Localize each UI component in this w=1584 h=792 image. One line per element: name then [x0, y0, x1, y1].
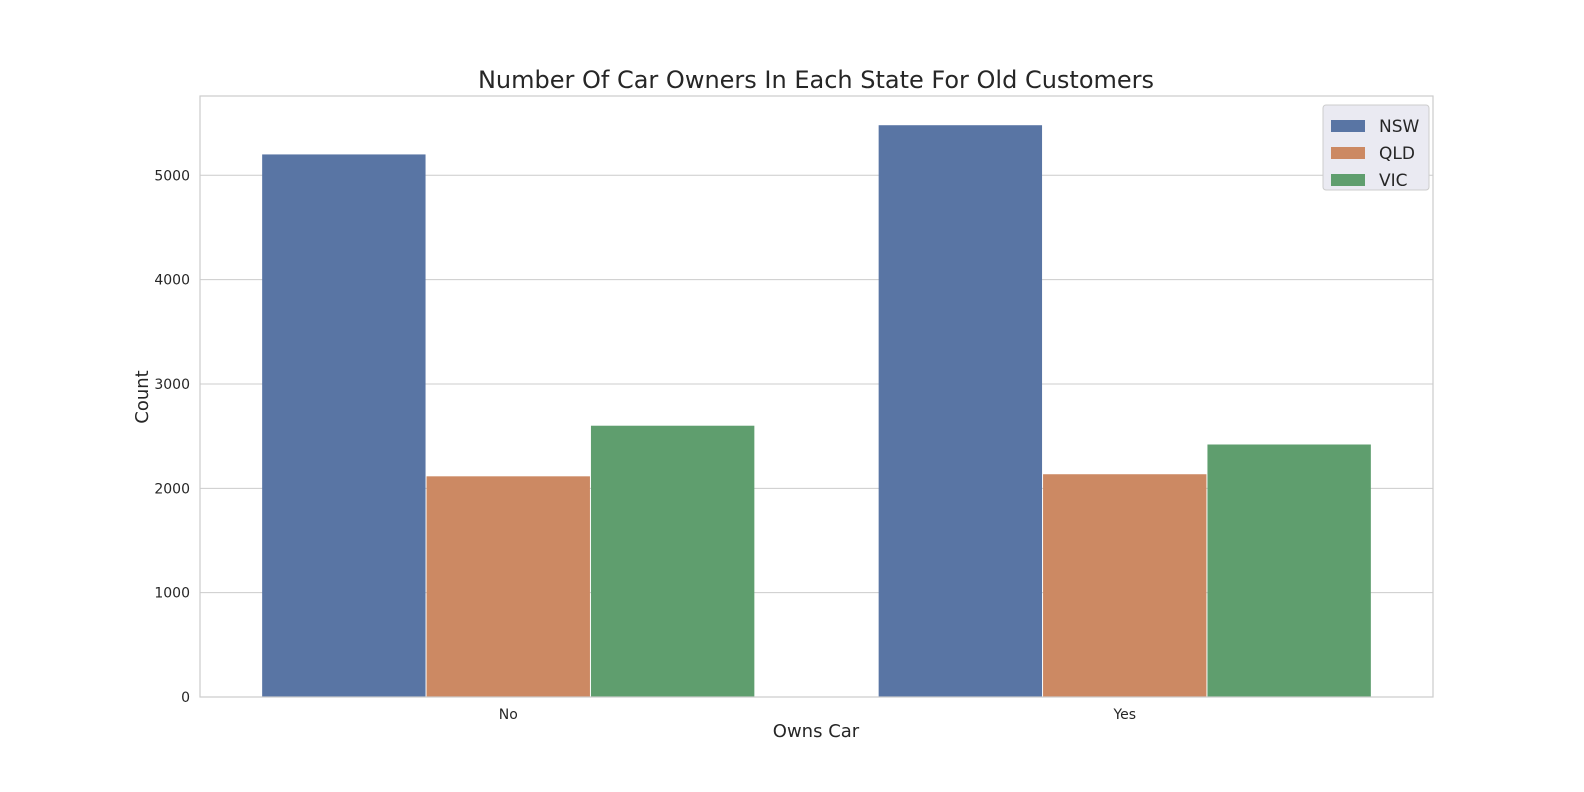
- y-tick-label: 4000: [154, 273, 190, 289]
- bar-vic-yes: [1207, 444, 1371, 697]
- y-tick-label: 5000: [154, 168, 190, 184]
- y-tick-label: 3000: [154, 377, 190, 393]
- plot-frame: [199, 95, 1434, 698]
- bar-vic-no: [590, 425, 755, 697]
- y-tick-label: 0: [181, 690, 190, 706]
- x-tick-label: No: [499, 707, 518, 723]
- legend: NSW QLD VIC: [1322, 104, 1430, 191]
- y-tick-label: 1000: [154, 586, 190, 602]
- legend-label-vic: VIC: [1379, 171, 1408, 191]
- legend-swatch-nsw: [1331, 120, 1365, 132]
- y-axis-label: Count: [132, 370, 153, 423]
- bars: [262, 125, 1371, 698]
- x-tick-labels: No Yes: [499, 707, 1136, 723]
- bar-nsw-yes: [878, 125, 1043, 698]
- y-tick-label: 2000: [154, 481, 190, 497]
- bar-nsw-no: [262, 154, 426, 698]
- legend-swatch-vic: [1331, 174, 1365, 186]
- legend-label-nsw: NSW: [1379, 117, 1420, 137]
- chart-title: Number Of Car Owners In Each State For O…: [478, 66, 1154, 94]
- bar-qld-no: [426, 476, 590, 697]
- x-tick-label: Yes: [1112, 707, 1136, 723]
- legend-swatch-qld: [1331, 147, 1365, 159]
- x-axis-label: Owns Car: [773, 721, 860, 742]
- bar-qld-yes: [1043, 474, 1207, 697]
- y-tick-labels: 0 1000 2000 3000 4000 5000: [154, 168, 190, 706]
- legend-label-qld: QLD: [1379, 144, 1415, 164]
